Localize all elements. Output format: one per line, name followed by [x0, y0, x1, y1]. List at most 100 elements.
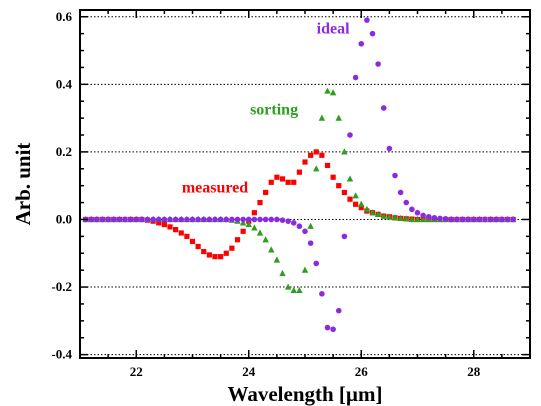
data-point	[341, 189, 347, 196]
y-tick-label: 0.4	[56, 76, 73, 91]
data-point	[262, 216, 269, 223]
data-point	[273, 256, 281, 263]
data-point	[307, 240, 314, 246]
data-point	[465, 216, 471, 223]
data-point	[256, 229, 264, 236]
y-tick-label: -0.2	[51, 279, 72, 294]
data-point	[150, 216, 156, 223]
data-point	[155, 216, 162, 223]
data-point	[94, 216, 100, 223]
data-point	[324, 162, 331, 169]
data-point	[239, 219, 247, 226]
x-tick-label: 22	[130, 364, 143, 379]
data-point	[301, 266, 309, 273]
data-point	[510, 216, 516, 223]
data-point	[161, 216, 168, 223]
y-axis-title: Arb. unit	[11, 143, 35, 226]
data-point	[251, 224, 258, 231]
data-point	[448, 216, 455, 223]
data-point	[431, 214, 438, 221]
data-point	[358, 40, 365, 47]
data-point	[330, 326, 336, 333]
data-point	[296, 169, 302, 175]
data-point	[172, 216, 179, 223]
y-tick-label: -0.4	[51, 347, 72, 362]
x-axis-title: Wavelength [µm]	[228, 382, 383, 406]
data-point	[335, 307, 342, 314]
data-point	[419, 215, 427, 223]
series-layer	[82, 17, 517, 333]
data-point	[358, 205, 364, 211]
data-point	[347, 132, 353, 138]
data-point	[189, 238, 196, 245]
data-point	[285, 218, 291, 224]
data-point	[392, 172, 398, 179]
data-point	[212, 254, 218, 260]
data-point	[329, 89, 337, 96]
data-point	[482, 216, 488, 223]
data-point	[319, 152, 325, 158]
data-point	[302, 228, 308, 235]
data-point	[380, 212, 387, 219]
series-labels: measured sorting ideal	[182, 21, 350, 197]
data-point	[341, 148, 348, 155]
data-point	[454, 216, 460, 223]
x-tick-label: 28	[467, 364, 481, 379]
x-tick-label: 26	[355, 364, 369, 379]
series-label-ideal: ideal	[317, 21, 350, 38]
data-point	[139, 216, 145, 223]
data-point	[144, 216, 151, 223]
data-point	[313, 165, 320, 172]
data-point	[223, 216, 230, 223]
data-point	[302, 159, 308, 165]
data-point	[290, 286, 297, 294]
data-point	[296, 286, 303, 294]
data-point	[487, 216, 494, 223]
data-point	[178, 230, 184, 236]
data-point	[493, 216, 500, 223]
data-point	[386, 145, 393, 152]
data-point	[324, 87, 331, 94]
data-point	[240, 228, 246, 234]
data-point	[257, 216, 263, 223]
data-point	[369, 209, 376, 216]
data-point	[167, 224, 173, 230]
series-ideal	[82, 17, 516, 333]
plot-frame	[79, 9, 531, 359]
grid-lines	[80, 16, 530, 356]
data-point	[425, 213, 432, 220]
data-point	[330, 174, 336, 180]
data-point	[397, 189, 404, 196]
data-point	[308, 152, 314, 158]
data-point	[201, 248, 207, 255]
data-point	[336, 183, 342, 189]
data-point	[184, 216, 190, 223]
data-point	[380, 105, 387, 111]
data-point	[234, 237, 241, 243]
data-point	[223, 250, 229, 256]
data-point	[290, 220, 297, 226]
axes: 22 24 26 28 -0.4 -0.2 0.0 0.2 0.4 0.6	[51, 9, 531, 379]
data-point	[414, 209, 421, 216]
data-point	[279, 176, 286, 182]
data-point	[189, 216, 196, 223]
data-point	[105, 216, 111, 223]
data-point	[403, 199, 410, 206]
data-point	[374, 210, 382, 218]
data-point	[363, 205, 371, 212]
data-point	[470, 216, 477, 223]
data-point	[319, 291, 325, 297]
data-point	[245, 216, 252, 223]
data-point	[206, 216, 213, 223]
data-point	[229, 216, 235, 223]
data-point	[324, 324, 331, 331]
data-point	[161, 221, 167, 228]
data-point	[156, 220, 162, 226]
data-point	[178, 216, 185, 223]
data-point	[296, 223, 303, 230]
data-point	[217, 216, 224, 223]
data-point	[459, 216, 466, 223]
data-point	[218, 254, 224, 260]
data-point	[313, 149, 319, 155]
data-point	[88, 216, 95, 223]
